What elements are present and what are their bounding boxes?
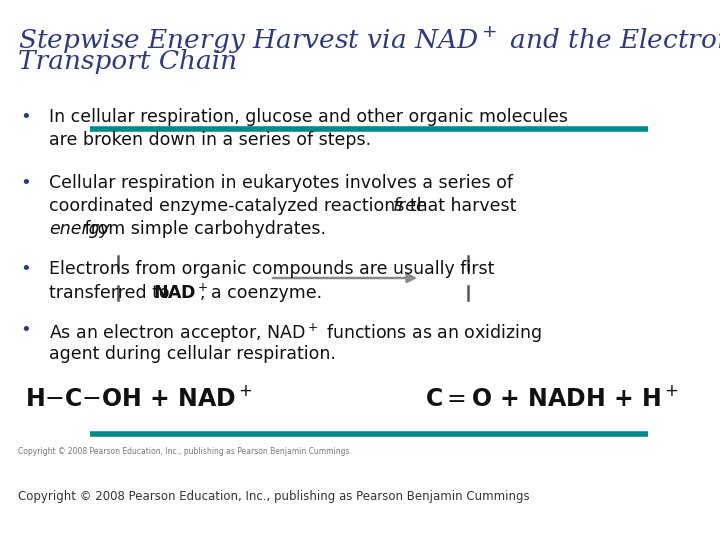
Text: from simple carbohydrates.: from simple carbohydrates.: [79, 220, 326, 238]
Text: Electrons from organic compounds are usually first: Electrons from organic compounds are usu…: [49, 260, 495, 278]
Text: transferred to: transferred to: [49, 284, 175, 301]
Text: •: •: [20, 108, 31, 126]
Text: C$=$O + NADH + H$^+$: C$=$O + NADH + H$^+$: [425, 386, 678, 411]
Text: •: •: [20, 174, 31, 192]
Text: Copyright © 2008 Pearson Education, Inc., publishing as Pearson Benjamin Cumming: Copyright © 2008 Pearson Education, Inc.…: [18, 490, 530, 503]
Text: Stepwise Energy Harvest via NAD$^+$ and the Electron: Stepwise Energy Harvest via NAD$^+$ and …: [18, 24, 720, 56]
Text: energy: energy: [49, 220, 110, 238]
Text: are broken down in a series of steps.: are broken down in a series of steps.: [49, 131, 371, 149]
Text: •: •: [20, 260, 31, 278]
Text: As an electron acceptor, NAD$^+$ functions as an oxidizing: As an electron acceptor, NAD$^+$ functio…: [49, 321, 542, 345]
Text: Copyright © 2008 Pearson Education, Inc., publishing as Pearson Benjamin Cumming: Copyright © 2008 Pearson Education, Inc.…: [18, 447, 349, 456]
Text: free: free: [393, 197, 428, 215]
Text: NAD$^+$: NAD$^+$: [153, 284, 210, 303]
Text: coordinated enzyme-catalyzed reactions that harvest: coordinated enzyme-catalyzed reactions t…: [49, 197, 522, 215]
Text: In cellular respiration, glucose and other organic molecules: In cellular respiration, glucose and oth…: [49, 108, 568, 126]
Text: Transport Chain: Transport Chain: [18, 49, 237, 73]
Text: agent during cellular respiration.: agent during cellular respiration.: [49, 345, 336, 362]
Text: •: •: [20, 321, 31, 339]
Text: H$-$C$-$OH + NAD$^+$: H$-$C$-$OH + NAD$^+$: [25, 386, 253, 411]
Text: Cellular respiration in eukaryotes involves a series of: Cellular respiration in eukaryotes invol…: [49, 174, 513, 192]
Text: , a coenzyme.: , a coenzyme.: [200, 284, 323, 301]
